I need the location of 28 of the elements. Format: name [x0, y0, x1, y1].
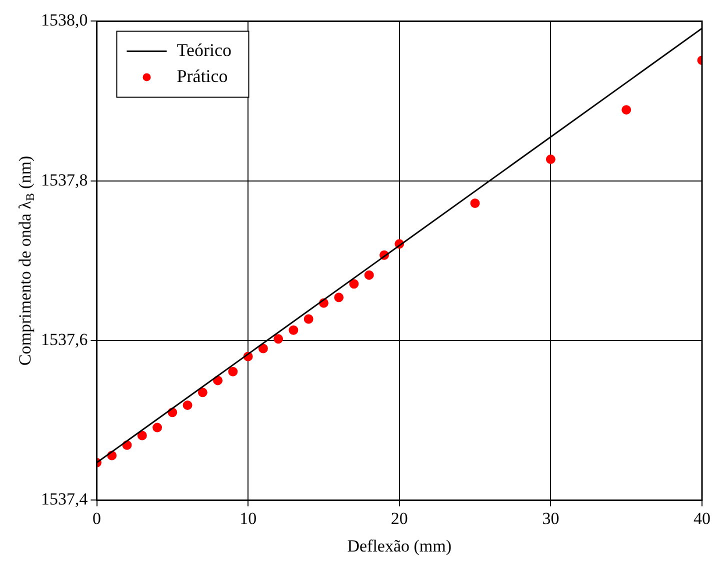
x-axis-title: Deflexão (mm) — [347, 536, 452, 556]
point — [334, 292, 344, 302]
x-tick-label: 10 — [240, 508, 257, 528]
point — [622, 105, 632, 115]
point — [288, 325, 298, 335]
point — [546, 154, 556, 164]
x-tick-label: 40 — [694, 508, 710, 528]
point — [274, 334, 284, 344]
y-tick-label: 1537,6 — [41, 330, 88, 349]
x-tick-label: 30 — [542, 508, 560, 528]
point — [364, 270, 374, 280]
point — [198, 388, 208, 398]
point — [349, 279, 359, 289]
y-axis-title: Comprimento de onda λB (nm) — [15, 156, 38, 366]
x-tick-label: 20 — [390, 508, 408, 528]
legend-label: Prático — [176, 66, 228, 86]
y-tick-label: 1537,8 — [41, 170, 88, 190]
y-tick-label: 1538,0 — [41, 10, 88, 30]
point — [228, 366, 238, 376]
point — [470, 198, 480, 208]
point — [258, 344, 268, 354]
point — [137, 430, 147, 440]
x-tick-label: 0 — [92, 508, 101, 528]
y-tick-label: 1537,4 — [41, 490, 88, 509]
point — [152, 422, 162, 432]
point — [182, 400, 192, 410]
point — [304, 314, 314, 324]
legend-label: Teórico — [176, 40, 232, 60]
